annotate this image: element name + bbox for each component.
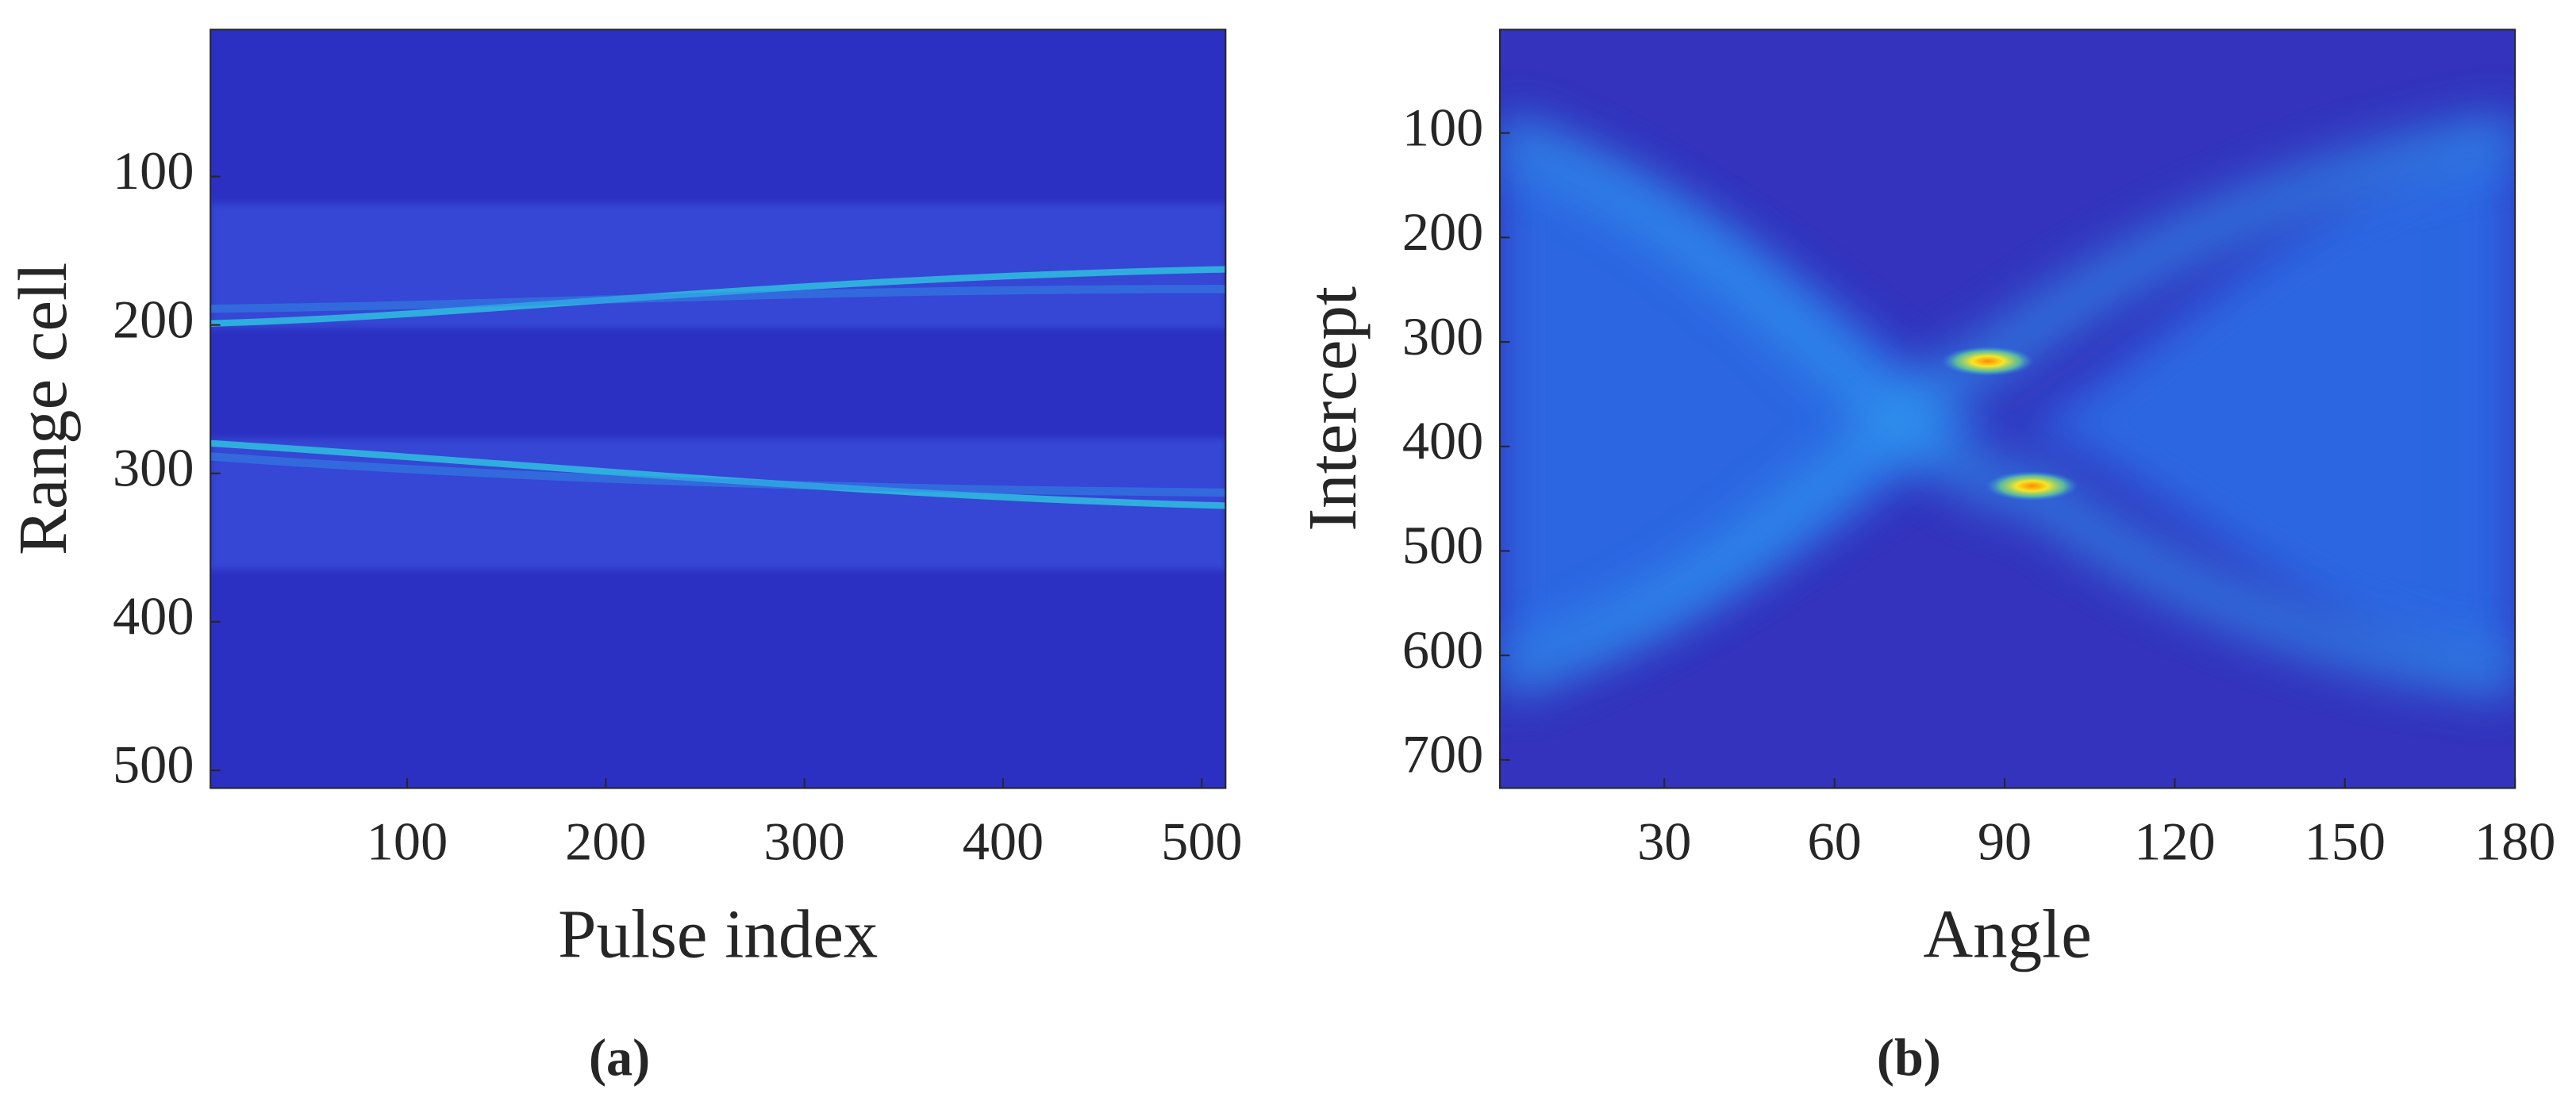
x-tick-label: 30 <box>1637 811 1691 872</box>
y-tick-label: 700 <box>1402 724 1483 785</box>
y-axis-label: Range cell <box>5 263 81 555</box>
heatmap-b <box>1500 29 2516 788</box>
x-tick-label: 200 <box>565 811 646 872</box>
x-tick-label: 400 <box>963 811 1044 872</box>
y-tick-label: 500 <box>1402 515 1483 575</box>
y-tick-label: 500 <box>113 735 194 795</box>
x-tick-label: 500 <box>1161 811 1242 872</box>
y-tick-label: 600 <box>1402 620 1483 680</box>
plot-frame <box>210 29 1227 789</box>
caption: (b) <box>1877 1030 1941 1088</box>
y-tick-label: 100 <box>1402 97 1483 157</box>
x-tick-label: 180 <box>2474 811 2555 872</box>
y-tick-label: 300 <box>1402 306 1483 366</box>
x-tick-label: 90 <box>1978 811 2032 872</box>
caption: (a) <box>589 1030 650 1088</box>
x-axis-label: Pulse index <box>558 896 878 973</box>
plot-frame <box>1498 29 2516 789</box>
x-tick-label: 60 <box>1807 811 1861 872</box>
y-tick-label: 300 <box>113 437 194 497</box>
x-tick-label: 300 <box>763 811 844 872</box>
heatmap-a <box>210 29 1226 788</box>
x-tick-label: 120 <box>2134 811 2215 872</box>
x-tick-label: 150 <box>2305 811 2386 872</box>
y-tick-label: 400 <box>113 586 194 647</box>
y-tick-label: 200 <box>1402 201 1483 262</box>
y-tick-label: 100 <box>113 140 194 201</box>
y-tick-label: 200 <box>113 289 194 349</box>
y-axis-label: Intercept <box>1294 286 1371 531</box>
y-tick-label: 400 <box>1402 410 1483 470</box>
x-tick-label: 100 <box>367 811 448 872</box>
x-axis-label: Angle <box>1923 896 2091 973</box>
